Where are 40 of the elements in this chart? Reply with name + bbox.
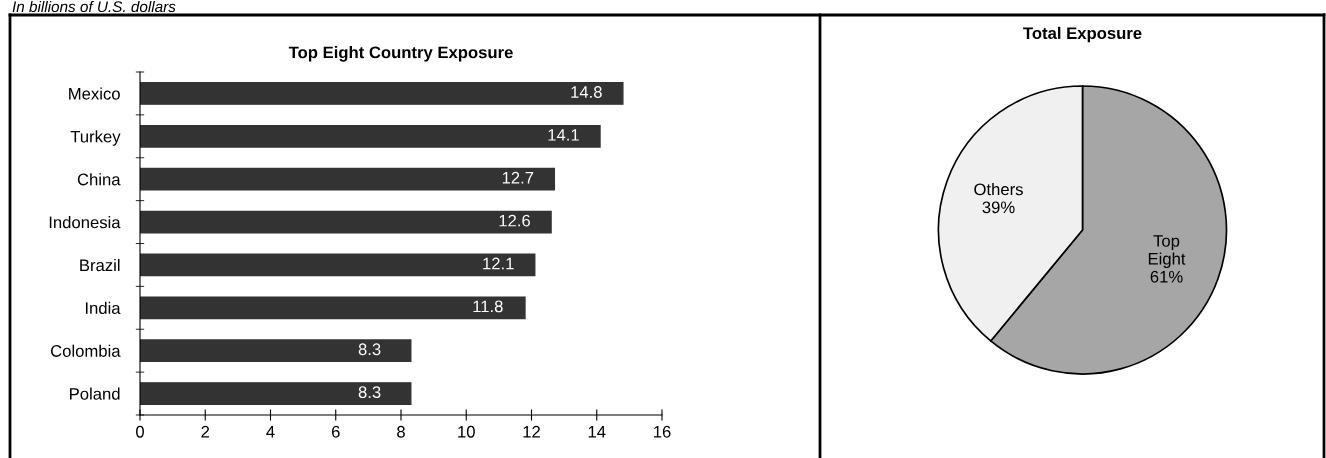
data-label: 12.7	[502, 171, 534, 184]
y-tick-label: Mexico	[69, 87, 120, 100]
y-tick-label: India	[85, 301, 121, 315]
data-label: 61%	[1150, 270, 1183, 283]
bar	[140, 124, 601, 148]
y-tick-label: Indonesia	[49, 216, 121, 229]
chart-title: Total Exposure	[1023, 26, 1142, 43]
y-tick-label: Poland	[70, 387, 120, 400]
data-label: 39%	[982, 201, 1015, 214]
bar	[140, 253, 536, 277]
x-tick-label: 0	[136, 425, 144, 438]
x-tick-label: 6	[331, 425, 340, 438]
chart-subtitle: In billions of U.S. dollars	[12, 0, 176, 13]
y-tick-label: Turkey	[70, 130, 121, 146]
data-label: 12.1	[483, 257, 514, 270]
x-tick-label: 8	[397, 425, 405, 438]
bar	[140, 296, 526, 320]
data-label: 14.1	[548, 129, 579, 141]
bar	[140, 210, 552, 234]
x-tick-label: 12	[523, 425, 540, 438]
x-tick-label: 14	[588, 426, 606, 438]
x-tick-label: 16	[654, 425, 671, 438]
x-tick-label: 2	[201, 425, 210, 438]
slice-label: Top Eight	[1148, 235, 1186, 269]
bar	[140, 167, 556, 191]
data-label: 11.8	[473, 300, 503, 313]
data-label: 8.3	[358, 343, 381, 356]
bar	[140, 382, 412, 405]
y-tick-label: Colombia	[51, 344, 121, 357]
y-tick-label: China	[77, 173, 121, 186]
data-label: 14.8	[571, 86, 602, 98]
slice-label: Others	[974, 183, 1023, 196]
bar	[140, 82, 624, 105]
chart-title: Top Eight Country Exposure	[288, 46, 513, 62]
bar	[140, 339, 412, 363]
y-tick-label: Brazil	[80, 258, 120, 272]
data-label: 12.6	[499, 214, 530, 227]
data-label: 8.3	[358, 386, 381, 399]
x-tick-label: 10	[458, 425, 475, 438]
x-tick-label: 4	[266, 426, 275, 438]
